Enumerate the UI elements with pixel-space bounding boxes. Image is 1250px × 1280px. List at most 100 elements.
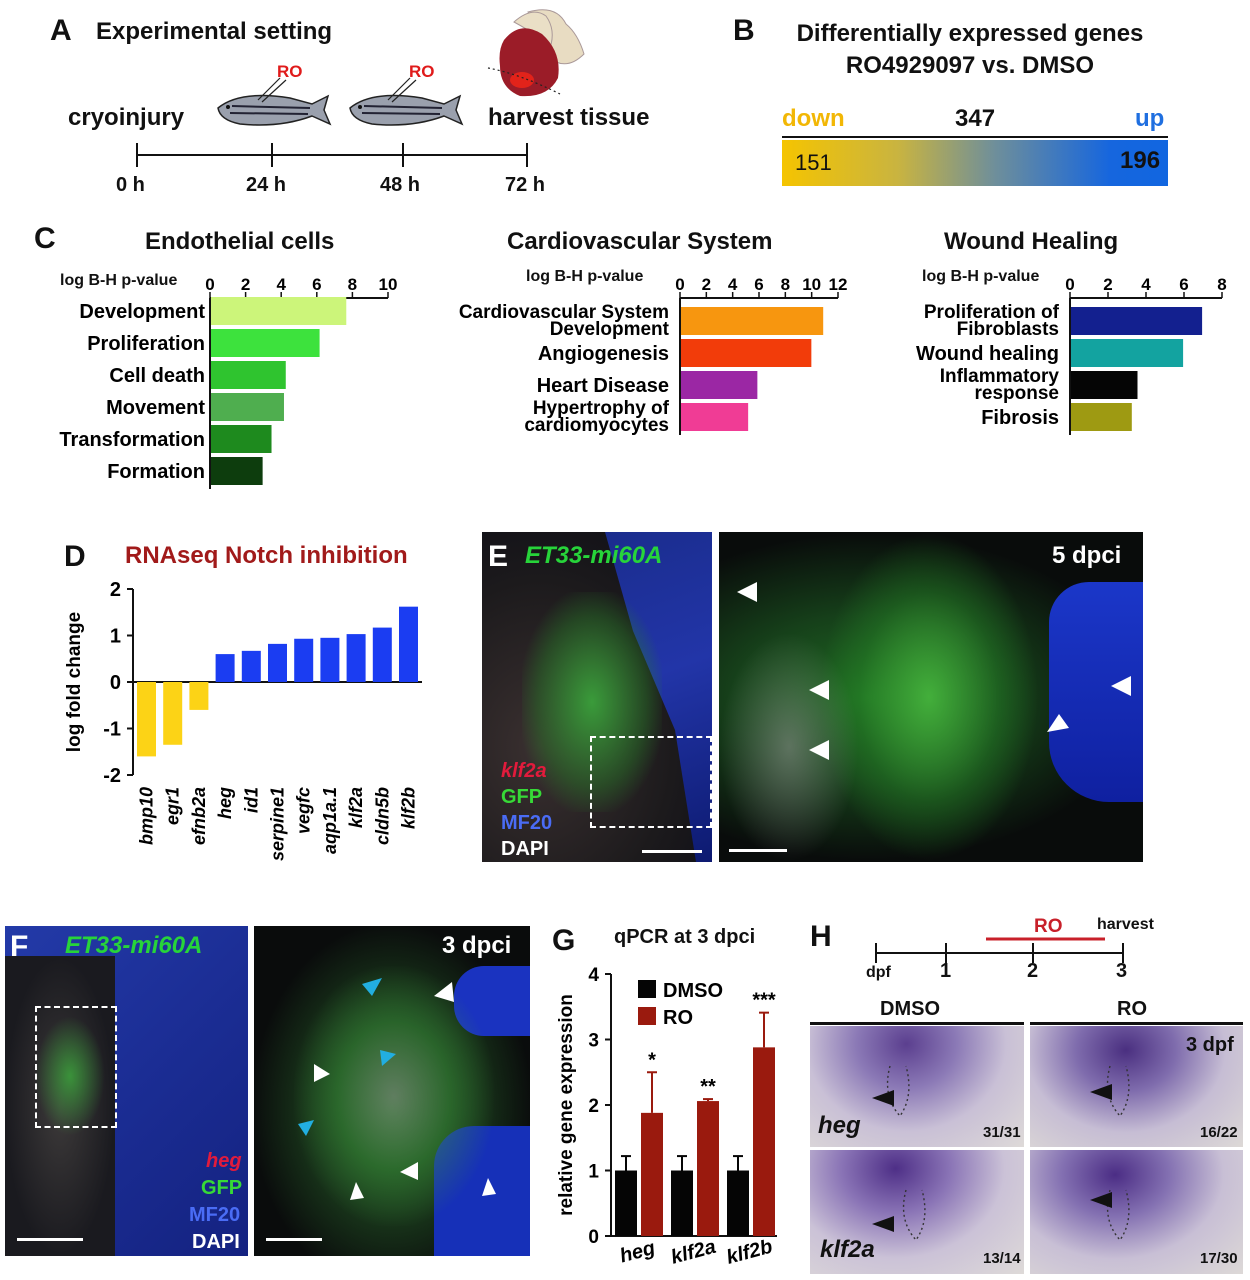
harvest-label: harvest [1097,916,1154,933]
x-tick-label: 8 [1217,275,1226,294]
micrograph-f-zoom [254,926,530,1256]
x-tick-label: 4 [1141,275,1151,294]
arrowhead-cyan [362,978,382,996]
ro-label: RO [1034,916,1063,937]
gene-label: klf2a [820,1236,875,1263]
x-tick-label: 0 [205,275,214,294]
bar [241,650,261,682]
up-count: 196 [1120,147,1161,174]
x-tick-label: heg [617,1237,657,1267]
dpf-label: dpf [866,964,891,981]
y-tick-label: 0 [110,672,121,694]
dapi-nuclei [719,632,859,862]
arrowhead [809,740,829,760]
embryo-count: 13/14 [983,1250,1021,1267]
panel-label-f: F [10,930,29,963]
zoom-region-box [35,1006,117,1128]
column-divider [1030,1022,1243,1025]
bar [211,361,286,389]
chart-title: Wound Healing [944,228,1119,255]
bar [1071,339,1184,367]
y-tick-label: 1 [588,1162,599,1183]
time-tick-label: 72 h [505,174,546,196]
time-tick-label: 48 h [380,174,421,196]
x-tick-label: efnb2a [189,787,209,845]
bar [697,1101,719,1236]
category-label: cardiomyocytes [524,415,669,436]
scale-bar [729,849,787,852]
arrowhead [482,1178,496,1196]
category-label: Movement [106,397,205,419]
divider-line [782,136,1168,138]
micrograph-e-overview [482,532,712,862]
bar [681,371,758,399]
arrowhead [809,680,829,700]
embryo-annotations [872,1065,1130,1242]
x-tick-label: 6 [754,275,763,294]
time-tick-label: 24 h [246,174,287,196]
chart-title: Endothelial cells [145,228,335,255]
bar [346,634,366,682]
x-tick-label: 8 [348,275,357,294]
arrowhead [350,1182,364,1200]
panel-label-a: A [50,14,72,47]
chart-title: Cardiovascular System [507,228,773,255]
x-tick-label: vegfc [294,787,314,834]
arrowhead [872,1216,894,1232]
x-tick-label: cldn5b [372,787,392,845]
bar [727,1170,749,1236]
x-tick-label: egr1 [163,787,183,825]
embryo-image-heg-ro [1030,1026,1243,1147]
arrowhead [1090,1084,1112,1100]
time-tick-label: 0 h [116,174,145,196]
column-divider [810,1022,1024,1025]
embryo-count: 16/22 [1200,1124,1238,1141]
bar [1071,403,1132,431]
column-header-ro: RO [1117,998,1147,1020]
bar [681,307,824,335]
embryo-image-klf2a-dmso [810,1150,1024,1274]
arrowheads [298,978,496,1200]
x-tick-label: bmp10 [137,787,157,845]
zebrafish-icon [349,77,464,126]
micrograph-f-overview [5,926,248,1256]
arrowhead [1047,714,1069,732]
y-tick-label: -1 [103,719,121,741]
column-header-dmso: DMSO [880,998,940,1020]
bar [372,627,392,682]
significance-marker: *** [752,990,776,1012]
y-tick-label: -2 [103,765,121,787]
gfp-signal [35,1016,105,1136]
timeline-diagram [136,9,585,167]
down-label: down [782,105,845,132]
category-label: Formation [107,461,205,483]
tick-label: 1 [940,960,952,982]
category-label: Development [79,301,205,323]
panel-label-b: B [733,14,755,47]
bar [211,425,272,453]
legend-swatch [638,1007,656,1025]
y-tick-label: 1 [110,626,121,648]
up-label: up [1135,105,1165,132]
bar [268,643,287,682]
zoom-region-box [590,736,712,828]
x-tick-label: 4 [728,275,738,294]
arrowhead [400,1162,418,1180]
time-label: 5 dpci [1052,542,1122,569]
bar [671,1170,693,1236]
x-tick-label: klf2b [399,787,419,829]
scale-bar [17,1238,83,1241]
legend-label: DMSO [663,980,723,1002]
y-tick-label: 2 [110,579,121,601]
time-label: 3 dpci [442,932,512,959]
axis-label: log B-H p-value [60,272,178,289]
x-tick-label: 10 [379,275,398,294]
bar [753,1047,775,1236]
category-label: Wound healing [916,343,1059,365]
bar [681,403,749,431]
transgene-label: ET33-mi60A [65,932,203,959]
arrowhead [314,1064,330,1082]
gradient-bar [782,140,1168,186]
bar [189,682,209,710]
category-label: Hypertrophy of [533,398,670,419]
